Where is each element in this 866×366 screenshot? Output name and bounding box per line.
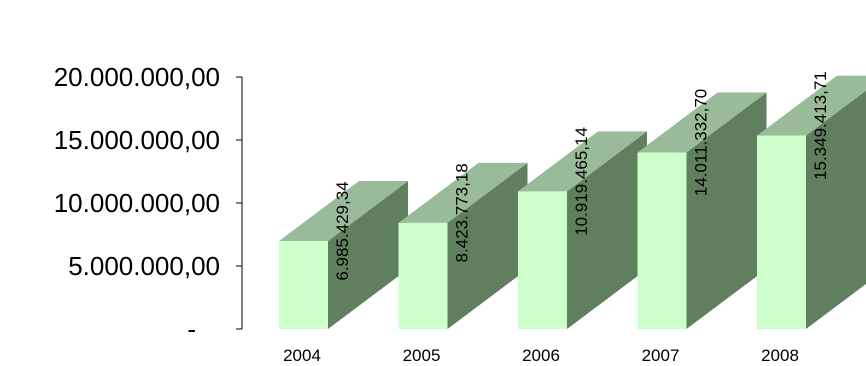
bar-side-face — [686, 92, 767, 329]
bar-2007 — [637, 92, 767, 329]
bar-top-face — [757, 75, 866, 136]
bar-side-face — [567, 131, 647, 329]
bar-front-face — [637, 152, 687, 329]
bar-front-face — [518, 191, 567, 329]
bar-2004 — [279, 180, 408, 329]
y-tick-label: 10.000.000,00 — [54, 188, 220, 218]
data-label: 10.919.465,14 — [572, 127, 591, 236]
bar-front-face — [757, 135, 806, 329]
bar-top-face — [637, 92, 767, 153]
x-tick-label: 2005 — [403, 346, 441, 365]
bar-top-face — [398, 162, 528, 223]
data-label: 8.423.773,18 — [453, 163, 472, 262]
bar-side-face — [806, 90, 866, 329]
y-tick-label: - — [187, 314, 196, 344]
x-tick-label: 2007 — [642, 346, 680, 365]
x-tick-label: 2004 — [283, 346, 321, 365]
x-tick-label: 2008 — [761, 346, 799, 365]
data-labels: 6.985.429,34 8.423.773,18 10.919.465,14 14.… — [333, 71, 830, 280]
x-ticks: 2004 2005 2006 2007 2008 — [283, 346, 799, 365]
bar-2008 — [757, 75, 866, 329]
bar-front-face — [398, 222, 448, 329]
bar-2005 — [398, 162, 528, 329]
y-tick-label: 15.000.000,00 — [54, 125, 220, 155]
bar-top-face — [518, 131, 647, 192]
data-label: 6.985.429,34 — [333, 181, 352, 280]
bar-side-face — [447, 162, 528, 329]
data-label: 15.349.413,71 — [811, 71, 830, 180]
bar-top-face — [279, 180, 408, 241]
bar-side-face — [328, 180, 408, 329]
bar-front-face — [279, 240, 328, 329]
bar-2006 — [518, 131, 647, 329]
x-tick-label: 2006 — [522, 346, 560, 365]
y-ticks: - 5.000.000,00 10.000.000,00 15.000.000,00 2… — [54, 62, 242, 344]
y-tick-label: 20.000.000,00 — [54, 62, 220, 92]
bars — [279, 75, 866, 329]
y-tick-label: 5.000.000,00 — [68, 251, 220, 281]
data-label: 14.011.332,70 — [692, 89, 711, 196]
